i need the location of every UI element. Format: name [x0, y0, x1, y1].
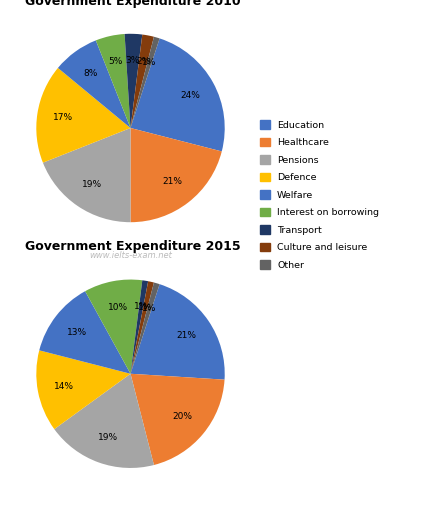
Text: 21%: 21%: [162, 177, 182, 186]
Text: 1%: 1%: [142, 304, 157, 313]
Wedge shape: [131, 284, 225, 380]
Text: 24%: 24%: [180, 91, 200, 100]
Text: 5%: 5%: [109, 57, 123, 66]
Wedge shape: [36, 350, 131, 429]
Wedge shape: [131, 283, 160, 374]
Wedge shape: [58, 40, 131, 128]
Text: www.ielts-exam.net: www.ielts-exam.net: [89, 251, 172, 260]
Legend: Education, Healthcare, Pensions, Defence, Welfare, Interest on borrowing, Transp: Education, Healthcare, Pensions, Defence…: [257, 117, 382, 272]
Wedge shape: [131, 128, 222, 222]
Text: 1%: 1%: [134, 302, 148, 311]
Text: 20%: 20%: [173, 413, 193, 421]
Wedge shape: [43, 128, 131, 222]
Wedge shape: [131, 280, 148, 374]
Text: 3%: 3%: [125, 56, 140, 65]
Wedge shape: [131, 34, 154, 128]
Wedge shape: [131, 38, 225, 152]
Text: Government Expenditure 2010: Government Expenditure 2010: [24, 0, 240, 8]
Wedge shape: [131, 374, 224, 465]
Wedge shape: [96, 34, 131, 128]
Wedge shape: [54, 374, 154, 468]
Text: 21%: 21%: [177, 331, 197, 340]
Wedge shape: [125, 34, 142, 128]
Text: 2%: 2%: [136, 57, 150, 66]
Text: 13%: 13%: [67, 328, 87, 337]
Text: 19%: 19%: [98, 433, 117, 442]
Wedge shape: [39, 291, 131, 374]
Text: 10%: 10%: [108, 303, 128, 312]
Text: 14%: 14%: [54, 382, 74, 391]
Text: 1%: 1%: [138, 303, 152, 312]
Wedge shape: [131, 281, 154, 374]
Text: 17%: 17%: [53, 113, 74, 122]
Wedge shape: [36, 68, 131, 163]
Text: 19%: 19%: [83, 180, 102, 188]
Text: 8%: 8%: [83, 69, 98, 78]
Wedge shape: [131, 37, 160, 128]
Text: Government Expenditure 2015: Government Expenditure 2015: [24, 241, 240, 253]
Text: 1%: 1%: [142, 58, 157, 68]
Wedge shape: [85, 280, 142, 374]
